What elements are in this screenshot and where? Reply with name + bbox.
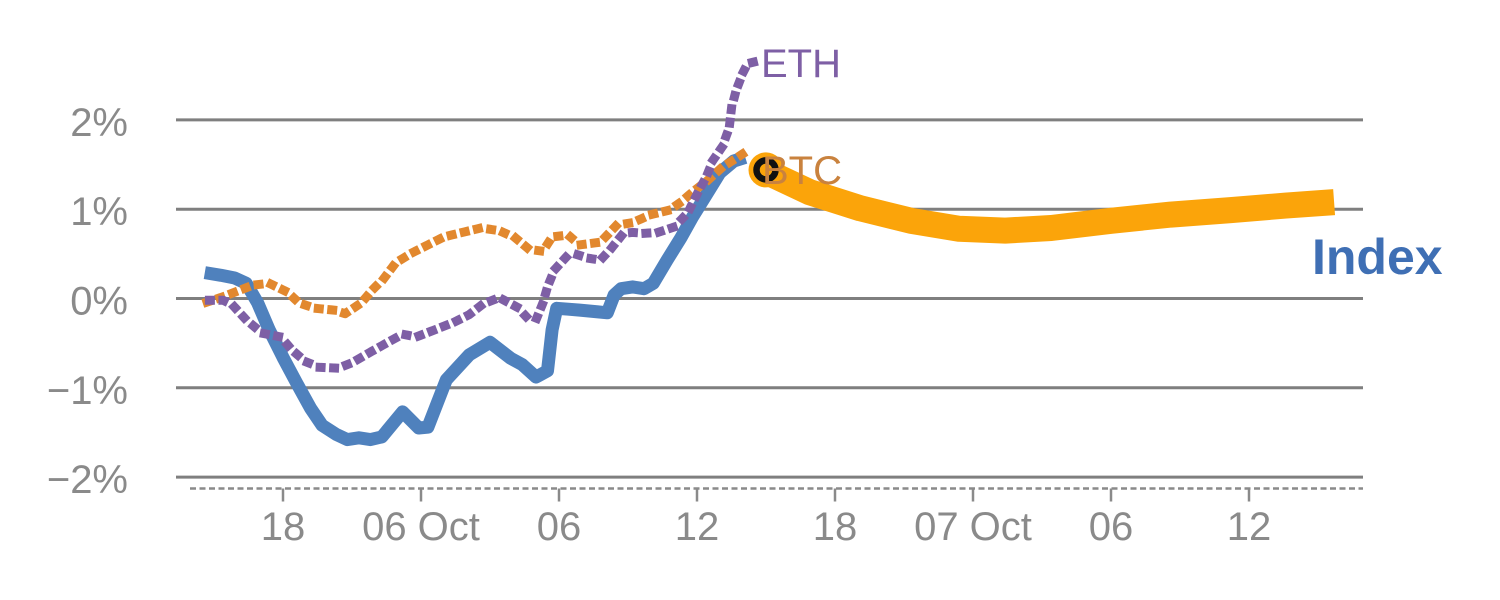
index-line (203, 151, 748, 447)
x-tick-label-12: 12 (1227, 505, 1272, 549)
x-tick-label-06 Oct: 06 Oct (362, 505, 480, 549)
y-tick-label-2%: 2% (70, 101, 128, 145)
index-line-label: Index (1312, 229, 1443, 285)
btc-line-label: BTC (762, 149, 842, 193)
y-tick-label-1%: 1% (70, 190, 128, 234)
y-tick-label-−1%: −1% (47, 369, 128, 413)
btc-line (201, 141, 759, 319)
x-tick-label-18: 18 (261, 505, 306, 549)
current-point-marker (748, 152, 784, 188)
eth-line-label: ETH (761, 42, 841, 86)
marker-ring (753, 157, 779, 183)
x-axis-dashed-baseline (190, 487, 1363, 502)
x-tick-label-12: 12 (675, 505, 720, 549)
y-tick-label-0%: 0% (70, 280, 128, 324)
x-tick-label-07 Oct: 07 Oct (914, 505, 1032, 549)
x-tick-label-06: 06 (537, 505, 582, 549)
data-series-lines (201, 56, 1336, 447)
eth-line (204, 56, 760, 373)
x-tick-label-06: 06 (1089, 505, 1134, 549)
y-axis-tick-labels: 2% 1% 0% −1% −2% (47, 101, 128, 502)
y-tick-label-−2%: −2% (47, 458, 128, 502)
index-forecast-band-line (760, 159, 1336, 244)
x-axis-tick-labels: 18 06 Oct 06 12 18 07 Oct 06 12 (261, 505, 1272, 549)
x-tick-label-18: 18 (813, 505, 858, 549)
